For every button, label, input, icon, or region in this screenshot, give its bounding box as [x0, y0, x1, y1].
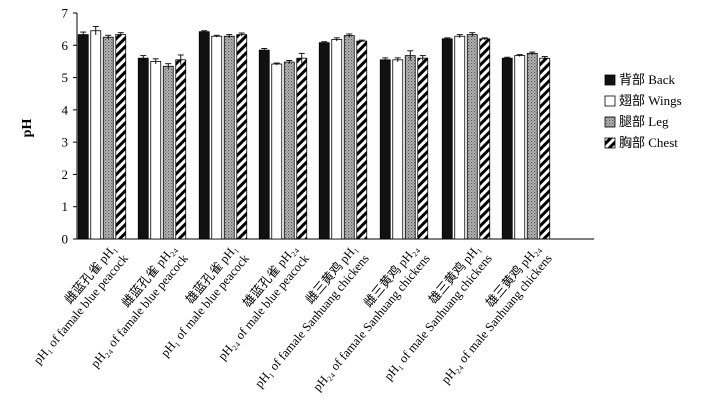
bar [417, 57, 429, 240]
bar [175, 59, 187, 240]
bar [283, 61, 295, 240]
bar [454, 35, 466, 240]
bar [441, 38, 453, 240]
bar [514, 55, 526, 240]
bar-group [379, 50, 429, 240]
bar [211, 35, 223, 240]
bar [356, 40, 368, 240]
y-axis-title: pH [20, 119, 35, 138]
bar [331, 39, 343, 240]
bar [198, 31, 210, 240]
bar [115, 34, 127, 240]
bar [539, 57, 551, 240]
bar [343, 35, 355, 240]
y-tick-label: 1 [62, 199, 69, 214]
bar-group [198, 30, 248, 240]
legend-label: 背部 Back [619, 72, 675, 87]
bar [258, 49, 270, 240]
legend-label: 翅部 Wings [619, 93, 682, 108]
x-category-label-en: pH₁ of famale blue peacock [31, 251, 132, 367]
legend-swatch [604, 95, 616, 107]
bar [236, 34, 248, 240]
legend-swatch [604, 74, 616, 86]
bar [223, 35, 235, 240]
y-tick-label: 4 [62, 102, 69, 117]
bar-group [441, 32, 491, 240]
y-tick-label: 2 [62, 167, 69, 182]
bar [466, 34, 478, 240]
bar [479, 38, 491, 240]
bar [392, 59, 404, 240]
bar-group [258, 48, 308, 240]
bar [379, 59, 391, 240]
bar [501, 57, 513, 240]
bar [318, 42, 330, 240]
y-tick-label: 0 [62, 232, 69, 247]
y-tick-label: 6 [62, 38, 69, 53]
legend-label: 腿部 Leg [619, 114, 669, 129]
bar-group [137, 54, 187, 240]
legend-swatch [604, 137, 616, 149]
bar [77, 34, 89, 240]
bar [162, 65, 174, 240]
bar [90, 30, 102, 240]
y-tick-label: 3 [62, 135, 69, 150]
bar-groups [77, 26, 551, 240]
legend-swatch [604, 116, 616, 128]
bar [526, 52, 538, 240]
y-tick-label: 7 [62, 6, 69, 21]
y-axis-ticks: 0 1 2 3 4 5 6 7 [62, 6, 77, 247]
plot-area: 0 1 2 3 4 5 6 7 雌蓝孔雀 pH₁pH₁ of famale blue peac… [31, 6, 594, 394]
bar [404, 55, 416, 240]
bar [150, 61, 162, 240]
legend-label: 胸部 Chest [619, 135, 678, 150]
bar [102, 36, 114, 240]
bar [137, 57, 149, 240]
y-tick-label: 5 [62, 70, 69, 85]
bar [296, 57, 308, 240]
bar-group [501, 51, 551, 240]
bar-group [77, 26, 127, 240]
bar [271, 63, 283, 240]
legend: 背部 Back 翅部 Wings 腿部 Leg 胸部 Chest [604, 72, 682, 150]
bar-group [318, 33, 368, 240]
